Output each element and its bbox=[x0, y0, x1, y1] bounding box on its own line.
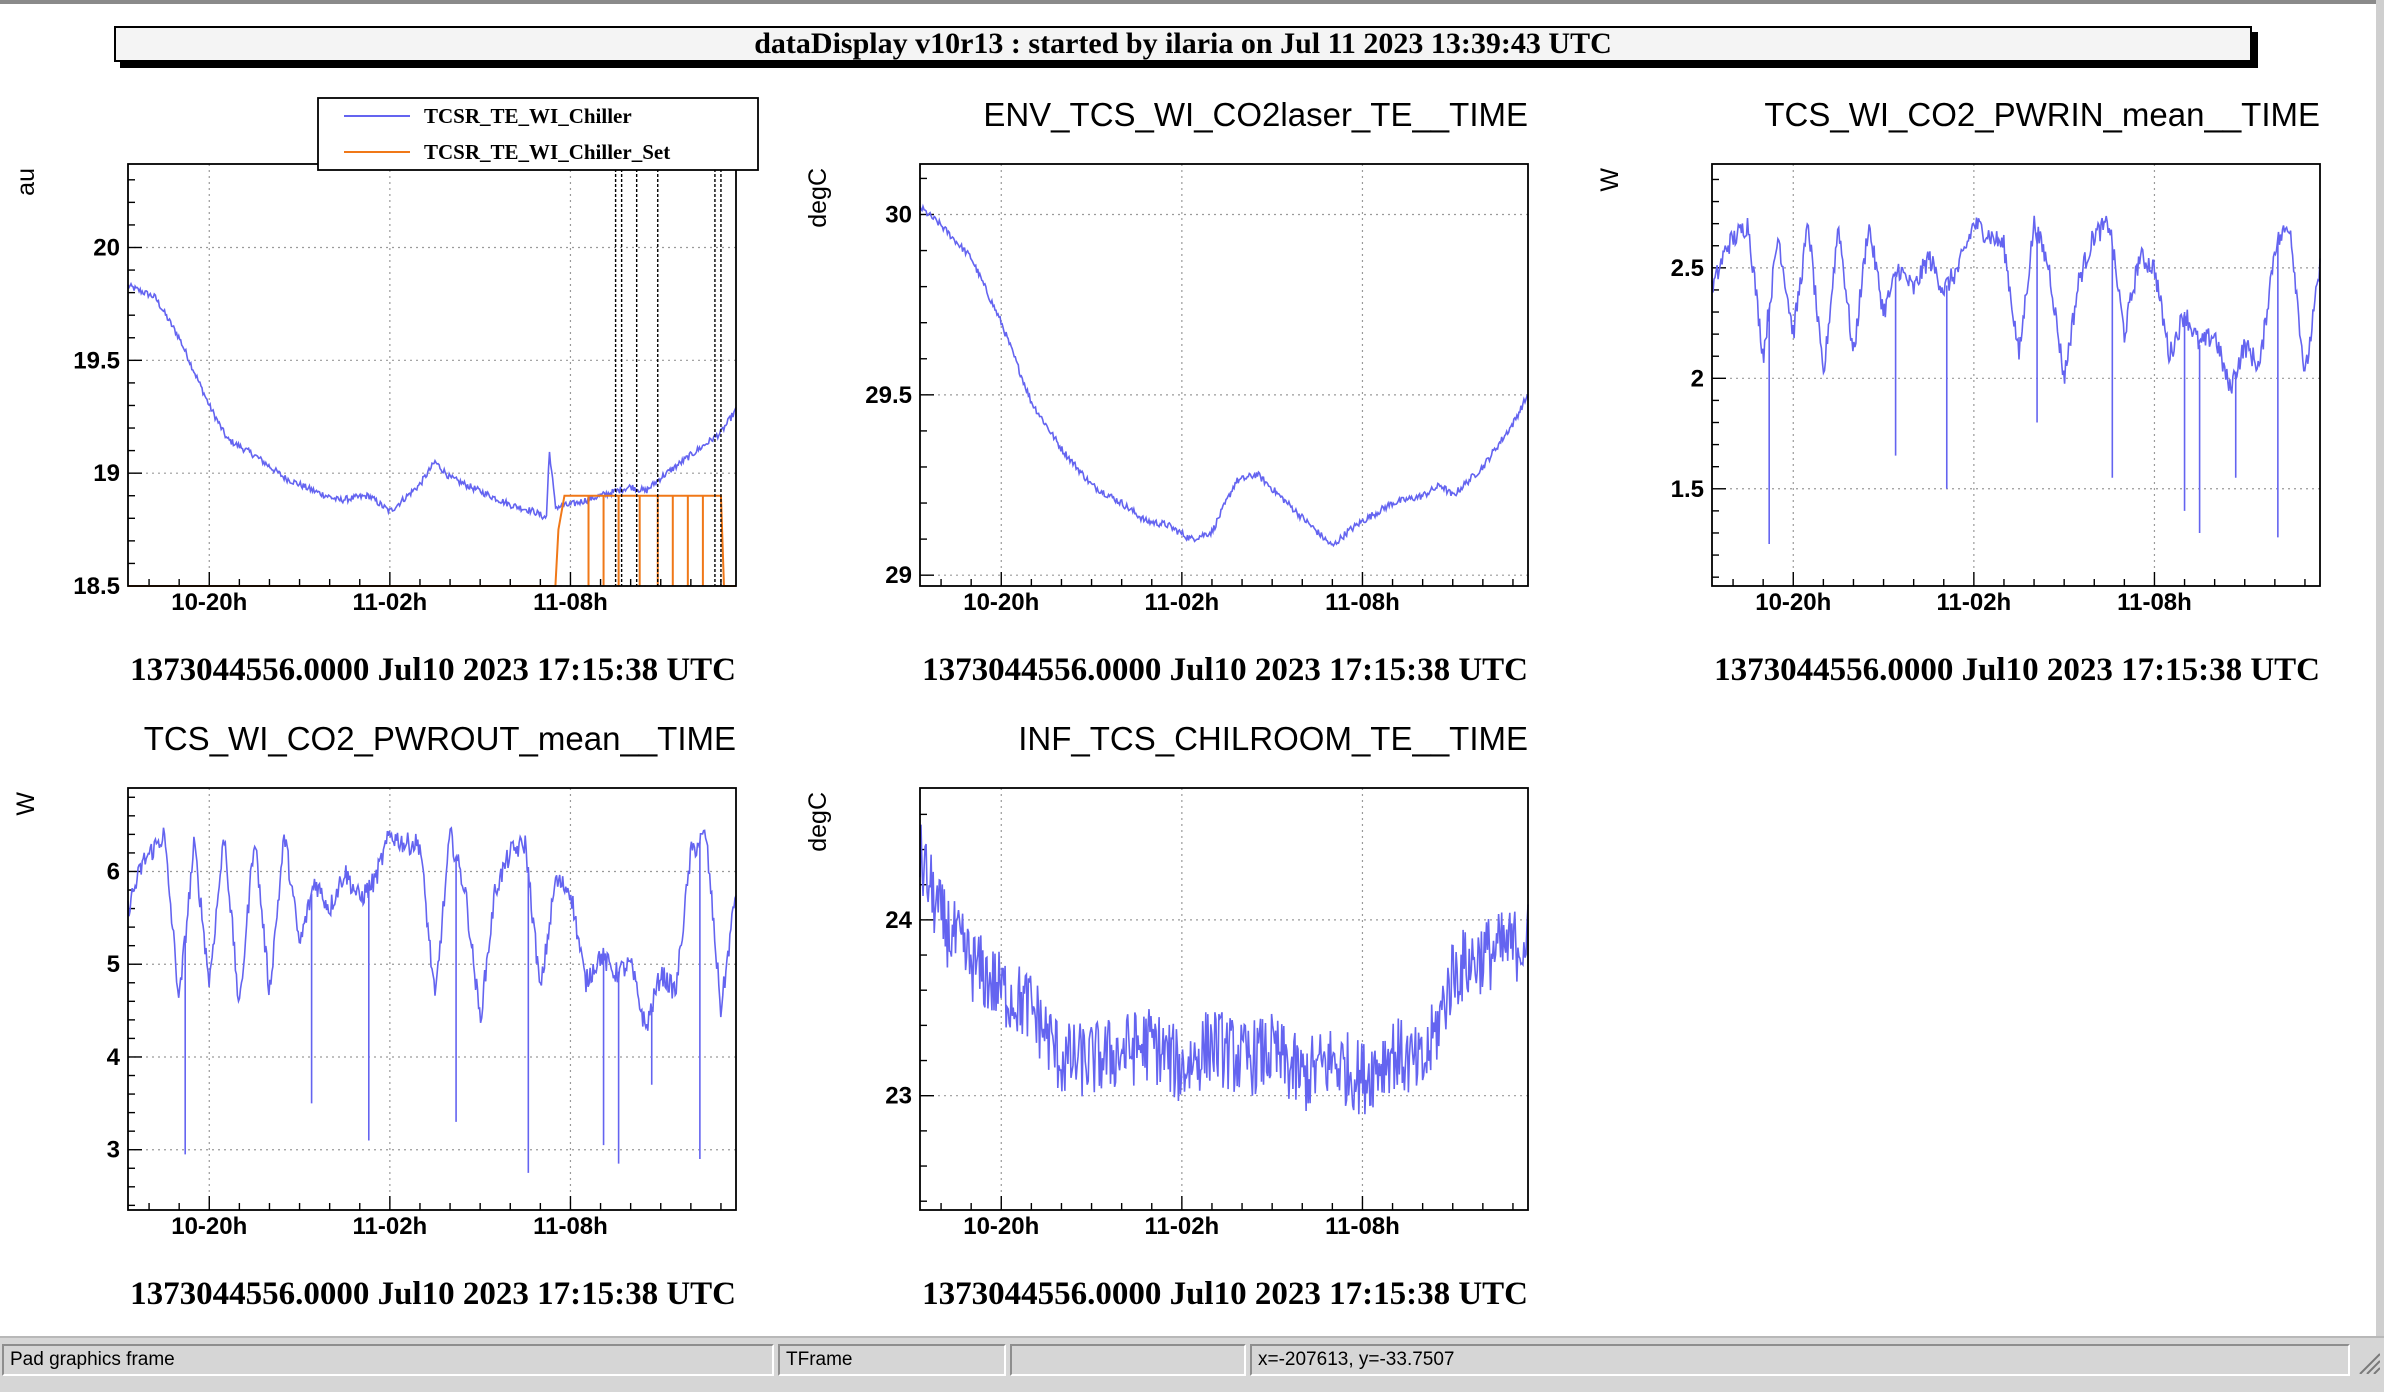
x-axis-timestamp-label: 1373044556.0000 Jul10 2023 17:15:38 UTC bbox=[1714, 652, 2320, 688]
chart-3: 10-20h 11-02h 11-08h 1.5 2 2.5 W TCS_WI_CO2_PWR… bbox=[1596, 96, 2321, 688]
x-tick-label: 11-02h bbox=[353, 1213, 428, 1240]
plot-area bbox=[920, 164, 1528, 586]
y-axis-label: degC bbox=[804, 168, 832, 228]
legend-box bbox=[317, 97, 759, 171]
plot-frame bbox=[919, 787, 1529, 1211]
y-tick-label: 20 bbox=[93, 234, 120, 261]
x-tick-label: 11-02h bbox=[353, 589, 428, 616]
chart-title: INF_TCS_CHILROOM_TE__TIME bbox=[1018, 720, 1528, 757]
y-tick-label: 3 bbox=[107, 1137, 120, 1164]
chart-title: TCS_WI_CO2_PWRIN_mean__TIME bbox=[1764, 96, 2320, 133]
x-axis-timestamp-label: 1373044556.0000 Jul10 2023 17:15:38 UTC bbox=[130, 652, 736, 688]
series-line-1 bbox=[127, 281, 737, 521]
x-axis-timestamp-label: 1373044556.0000 Jul10 2023 17:15:38 UTC bbox=[922, 652, 1528, 688]
y-tick-label: 29.5 bbox=[865, 382, 912, 409]
x-tick-label: 10-20h bbox=[171, 1213, 247, 1240]
legend: TCSR_TE_WI_Chiller TCSR_TE_WI_Chiller_Set bbox=[317, 97, 759, 171]
x-axis-timestamp-label: 1373044556.0000 Jul10 2023 17:15:38 UTC bbox=[922, 1276, 1528, 1312]
y-tick-label: 30 bbox=[885, 201, 912, 228]
plot-area bbox=[128, 164, 736, 586]
y-tick-label: 6 bbox=[107, 858, 120, 885]
series-line-5 bbox=[919, 824, 1529, 1115]
chart-title: ENV_TCS_WI_CO2laser_TE__TIME bbox=[983, 96, 1528, 133]
series-line-3 bbox=[1711, 215, 2321, 394]
status-object-info: Pad graphics frame bbox=[2, 1344, 774, 1376]
x-tick-label: 11-08h bbox=[533, 589, 608, 616]
y-tick-label: 24 bbox=[885, 907, 912, 934]
x-tick-label: 11-08h bbox=[1325, 589, 1400, 616]
canvas-title-box: dataDisplay v10r13 : started by ilaria o… bbox=[114, 26, 2252, 62]
x-tick-label: 11-02h bbox=[1145, 1213, 1220, 1240]
x-tick-label: 10-20h bbox=[963, 589, 1039, 616]
y-axis-label: au bbox=[12, 168, 40, 196]
chart-2: 10-20h 11-02h 11-08h 29 29.5 30 degC ENV_TCS_WI… bbox=[804, 96, 1529, 688]
plot-frame bbox=[919, 163, 1529, 587]
x-tick-label: 11-08h bbox=[2117, 589, 2192, 616]
legend-entry: TCSR_TE_WI_Chiller bbox=[424, 104, 632, 128]
x-tick-label: 10-20h bbox=[1755, 589, 1831, 616]
resize-grip-icon[interactable] bbox=[2356, 1350, 2380, 1374]
y-axis-label: W bbox=[1596, 168, 1624, 192]
series-line-2 bbox=[919, 203, 1529, 548]
x-tick-label: 10-20h bbox=[171, 589, 247, 616]
y-tick-label: 29 bbox=[885, 562, 912, 589]
x-tick-label: 10-20h bbox=[963, 1213, 1039, 1240]
status-object-extra bbox=[1010, 1344, 1246, 1376]
x-tick-label: 11-08h bbox=[1325, 1213, 1400, 1240]
plot-area bbox=[128, 788, 736, 1210]
y-axis-label: degC bbox=[804, 792, 832, 852]
x-tick-label: 11-08h bbox=[533, 1213, 608, 1240]
chart-title: TCS_WI_CO2_PWROUT_mean__TIME bbox=[144, 720, 736, 757]
y-tick-label: 2 bbox=[1691, 365, 1704, 392]
y-tick-label: 18.5 bbox=[73, 573, 120, 600]
canvas-title: dataDisplay v10r13 : started by ilaria o… bbox=[754, 27, 1612, 60]
y-tick-label: 4 bbox=[107, 1044, 121, 1071]
y-tick-label: 1.5 bbox=[1671, 476, 1704, 503]
status-object-class: TFrame bbox=[778, 1344, 1006, 1376]
plot-frame bbox=[1711, 163, 2321, 587]
chart-1: 10-20h 11-02h 11-08h 18.5 19 19.5 20 au 13730445… bbox=[12, 97, 759, 688]
x-axis-timestamp-label: 1373044556.0000 Jul10 2023 17:15:38 UTC bbox=[130, 1276, 736, 1312]
chart-5: 10-20h 11-02h 11-08h 23 24 degC INF_TCS_CHILRO… bbox=[804, 720, 1529, 1312]
charts-svg[interactable]: 10-20h 11-02h 11-08h 18.5 19 19.5 20 au 13730445… bbox=[0, 0, 2384, 1336]
x-tick-label: 11-02h bbox=[1937, 589, 2012, 616]
series-line-4 bbox=[127, 826, 737, 1031]
x-tick-label: 11-02h bbox=[1145, 589, 1220, 616]
chart-4: 10-20h 11-02h 11-08h 3 4 5 6 W TCS_WI_CO2_PWROUT… bbox=[12, 720, 737, 1312]
y-tick-label: 2.5 bbox=[1671, 255, 1704, 282]
y-tick-label: 19.5 bbox=[73, 347, 120, 374]
plot-frame bbox=[127, 787, 737, 1211]
status-coordinates: x=-207613, y=-33.7507 bbox=[1250, 1344, 2350, 1376]
canvas-scroll-edge bbox=[2376, 0, 2384, 1336]
y-tick-label: 23 bbox=[885, 1083, 912, 1110]
legend-entry: TCSR_TE_WI_Chiller_Set bbox=[424, 140, 670, 164]
y-tick-label: 5 bbox=[107, 951, 120, 978]
plot-area bbox=[1712, 164, 2320, 586]
statusbar: Pad graphics frame TFrame x=-207613, y=-… bbox=[0, 1336, 2384, 1392]
y-axis-label: W bbox=[12, 792, 40, 816]
y-tick-label: 19 bbox=[93, 460, 120, 487]
